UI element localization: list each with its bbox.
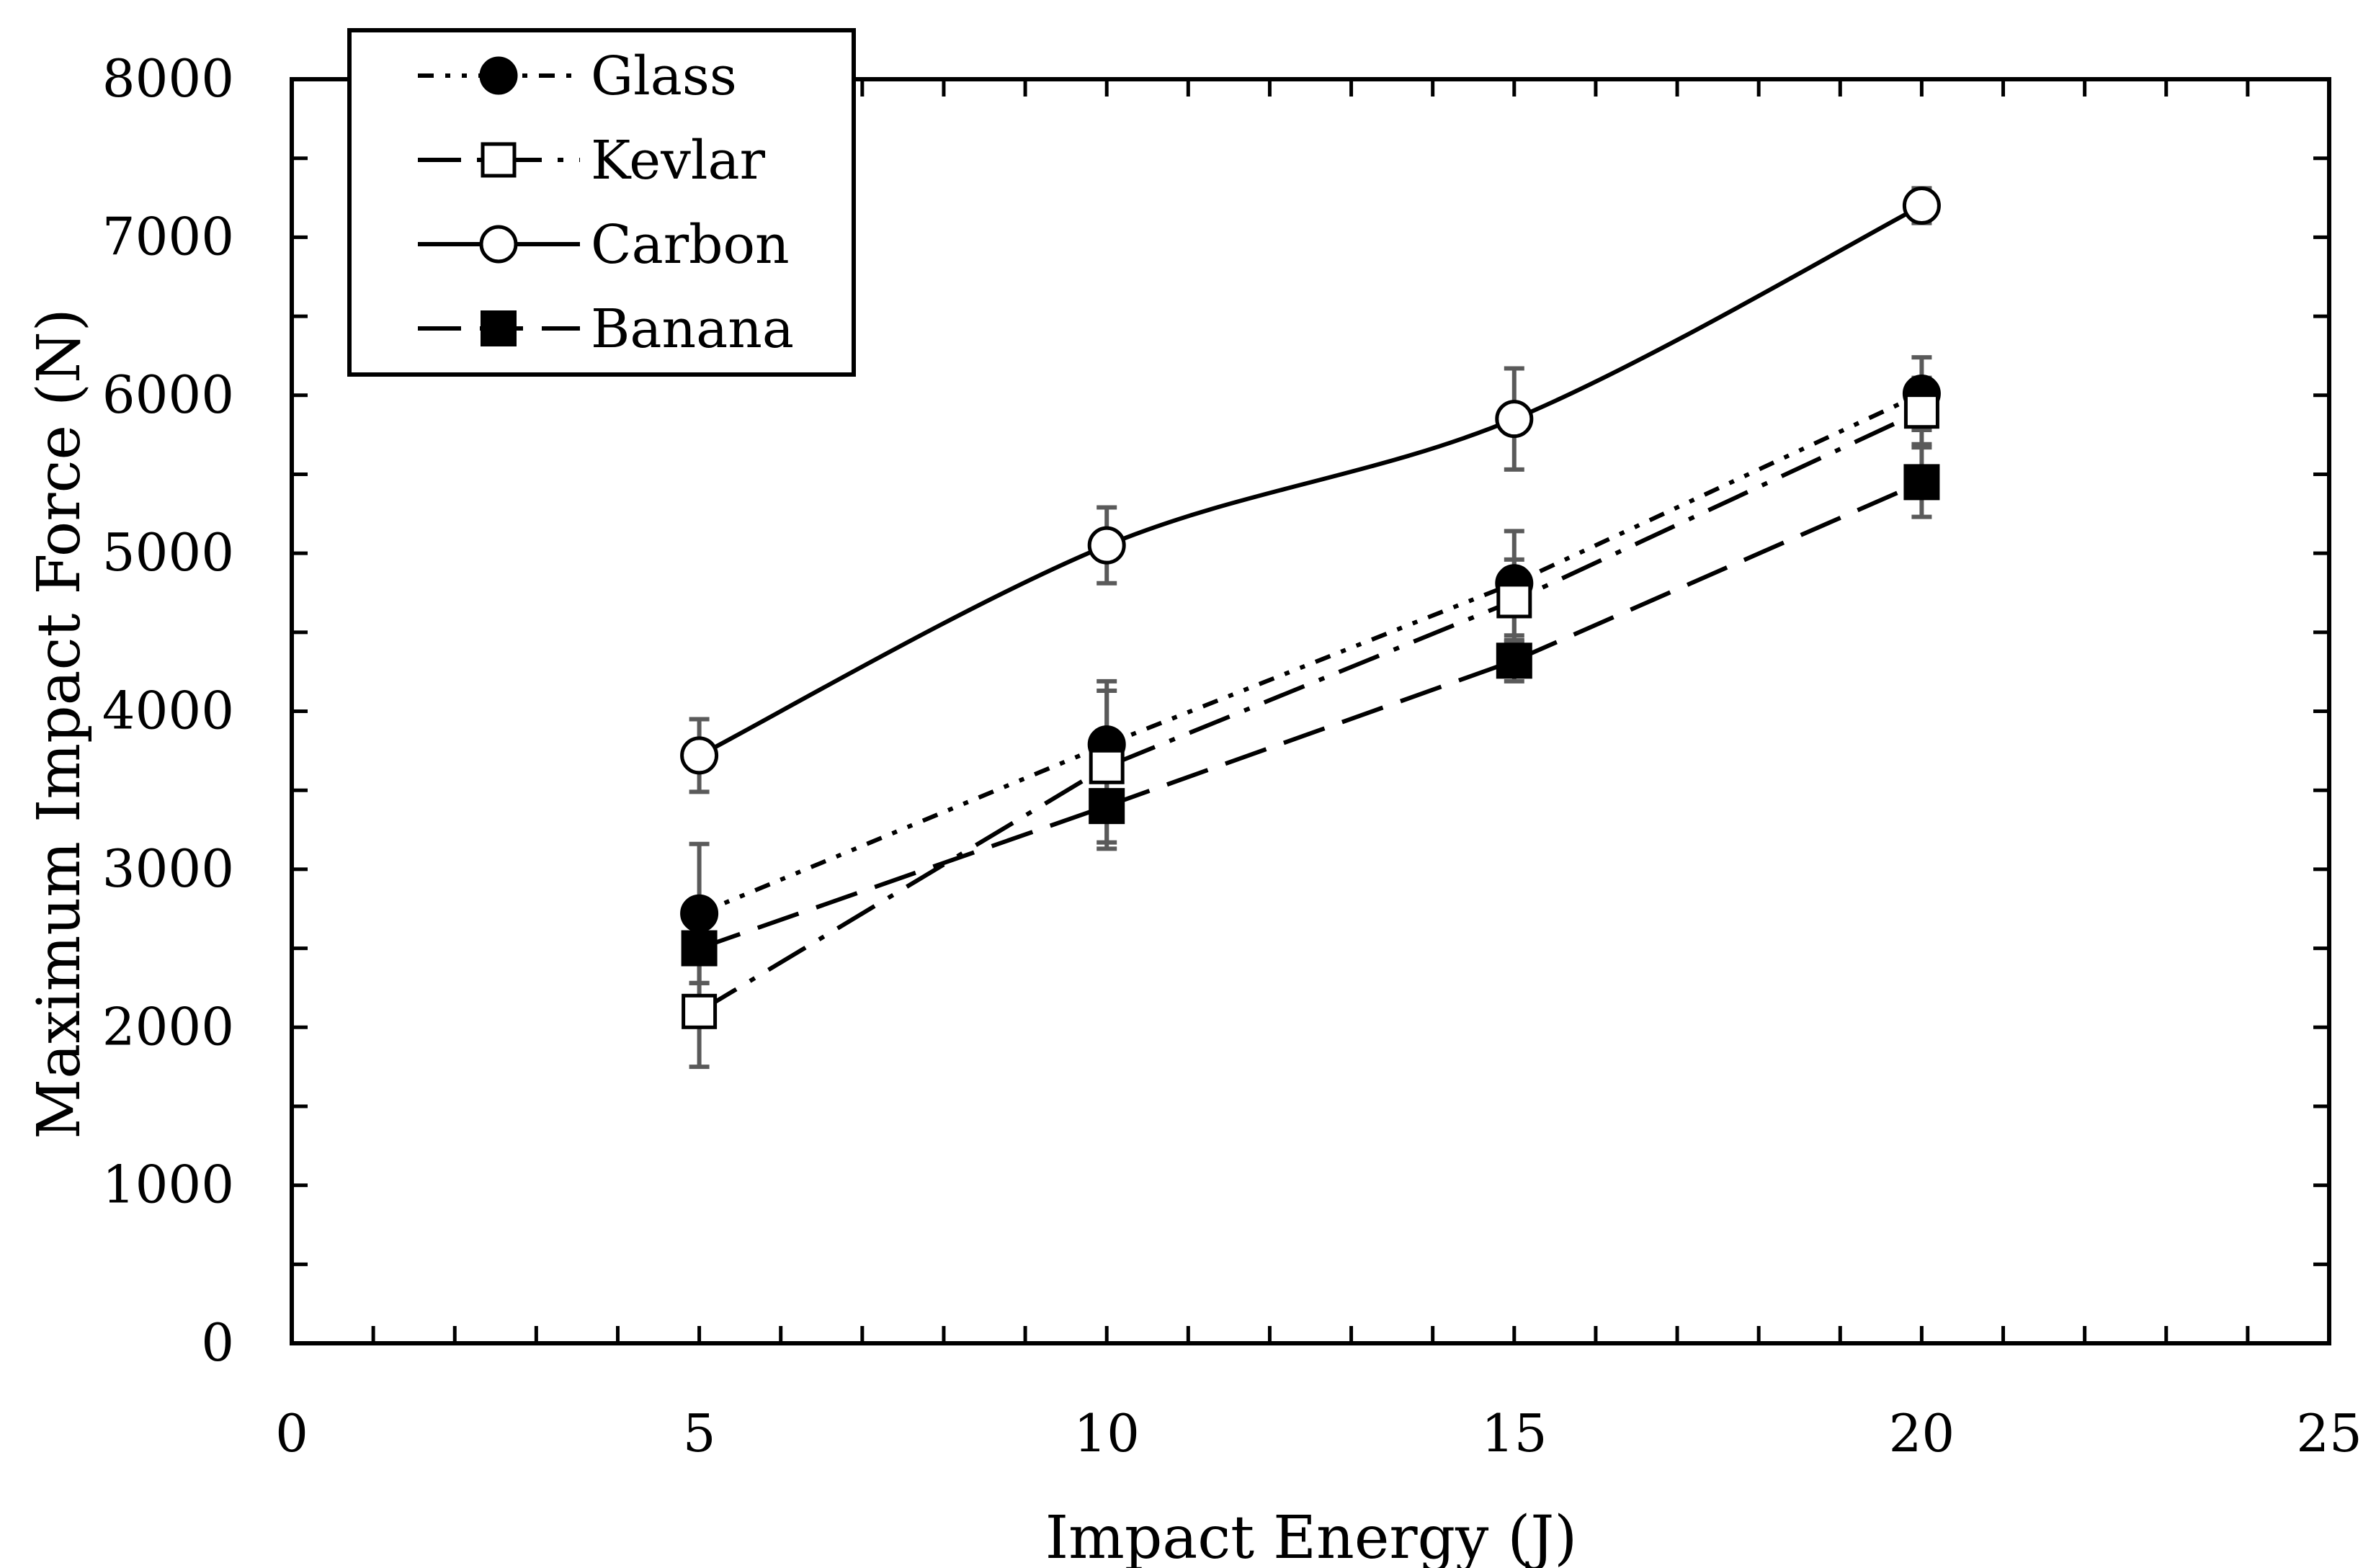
series-line-carbon <box>698 203 1923 758</box>
legend-box <box>347 28 856 377</box>
x-tick-label: 5 <box>683 1403 716 1464</box>
x-tick-label: 20 <box>1889 1403 1955 1464</box>
legend-entry-glass: Glass <box>418 45 737 107</box>
series-line-banana <box>698 480 1923 951</box>
legend: Glass Kevlar Carbon Banana <box>347 28 856 377</box>
data-point-banana <box>681 930 718 967</box>
y-tick-label: 1000 <box>102 1155 234 1215</box>
series-line-kevlar <box>698 408 1923 1013</box>
y-tick-label: 5000 <box>102 522 234 583</box>
data-point-glass <box>680 894 719 933</box>
y-tick-label: 8000 <box>102 48 234 109</box>
data-point-banana <box>1496 642 1532 679</box>
data-point-banana <box>1903 464 1940 501</box>
x-axis-label: Impact Energy (J) <box>1045 1504 1578 1568</box>
legend-marker-carbon <box>479 225 518 264</box>
data-point-kevlar <box>1903 393 1939 429</box>
y-tick-label: 6000 <box>102 364 234 425</box>
data-point-carbon <box>1087 526 1126 565</box>
data-point-kevlar <box>682 993 718 1029</box>
x-tick-label: 10 <box>1073 1403 1140 1464</box>
axes-layer: 0 1000 2000 3000 4000 5000 6000 7000 8000 0 5 10 15 2… <box>102 48 2362 1464</box>
data-point-carbon <box>680 736 719 775</box>
legend-entry-kevlar: Kevlar <box>418 130 766 192</box>
series-line-glass <box>698 391 1923 916</box>
legend-marker-glass <box>479 56 518 95</box>
x-tick-label: 25 <box>2296 1403 2362 1464</box>
data-point-banana <box>1089 788 1125 825</box>
legend-label-banana: Banana <box>591 298 794 360</box>
y-tick-label: 4000 <box>102 681 234 741</box>
x-tick-label: 15 <box>1481 1403 1547 1464</box>
legend-label-glass: Glass <box>591 45 737 107</box>
y-tick-label: 2000 <box>102 996 234 1057</box>
legend-label-carbon: Carbon <box>591 214 790 276</box>
x-tick-label: 0 <box>275 1403 308 1464</box>
data-point-carbon <box>1495 400 1534 439</box>
legend-entry-banana: Banana <box>418 298 794 360</box>
legend-entry-carbon: Carbon <box>418 214 790 276</box>
data-point-carbon <box>1902 187 1941 225</box>
y-tick-label: 3000 <box>102 838 234 899</box>
y-axis-label: Maximum Impact Force (N) <box>25 308 94 1139</box>
y-tick-label: 7000 <box>102 206 234 266</box>
data-point-kevlar <box>1089 748 1125 784</box>
legend-label-kevlar: Kevlar <box>591 130 766 192</box>
y-tick-label: 0 <box>201 1312 234 1373</box>
legend-marker-kevlar <box>481 142 517 178</box>
legend-marker-banana <box>481 310 517 346</box>
series-layer <box>680 186 1941 1070</box>
data-point-kevlar <box>1496 583 1532 619</box>
